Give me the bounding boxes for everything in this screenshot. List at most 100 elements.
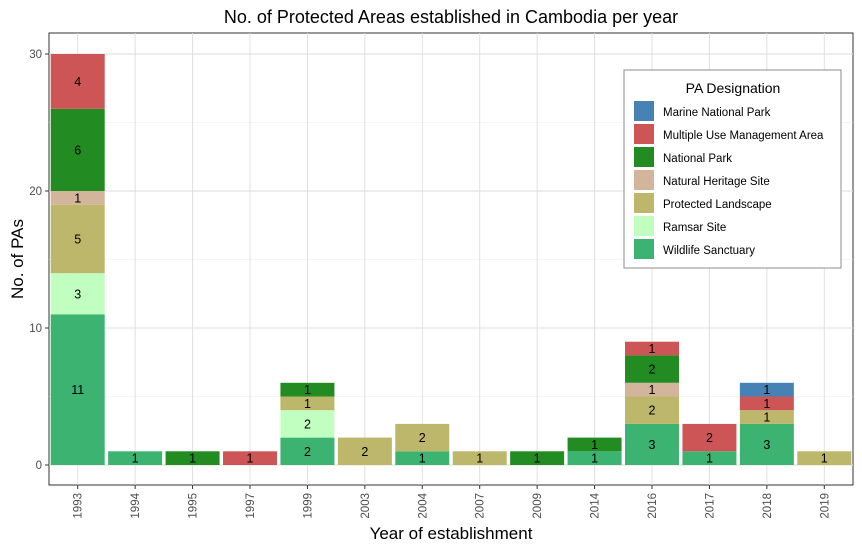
legend-label-national-park: National Park — [663, 153, 732, 165]
legend-swatch-multiple-use-management-area — [634, 124, 654, 144]
bar-segment-2004-protected-landscape — [395, 423, 450, 452]
data-label: 4 — [74, 75, 81, 89]
data-label: 2 — [361, 445, 368, 459]
data-label: 1 — [74, 191, 81, 205]
y-tick-label: 0 — [36, 460, 42, 472]
data-label: 1 — [821, 452, 828, 466]
data-label: 1 — [591, 438, 598, 452]
bar-segment-1999-ramsar-site — [280, 410, 335, 438]
bar-segment-2016-wildlife-sanctuary — [625, 423, 679, 465]
x-tick-label: 2009 — [532, 493, 544, 519]
y-tick-label: 10 — [29, 323, 42, 335]
bar-segment-1993-multiple-use-management-area — [50, 54, 105, 109]
data-label: 2 — [304, 445, 311, 459]
chart-title: No. of Protected Areas established in Ca… — [224, 7, 678, 27]
data-label: 1 — [706, 452, 713, 466]
x-tick-label: 2018 — [762, 493, 774, 519]
x-tick-label: 1993 — [73, 493, 85, 519]
legend-swatch-natural-heritage-site — [634, 170, 654, 190]
data-label: 1 — [304, 397, 311, 411]
data-label: 2 — [649, 363, 656, 377]
data-label: 3 — [74, 287, 81, 301]
y-tick-label: 20 — [29, 186, 42, 198]
data-label: 1 — [419, 452, 426, 466]
legend-swatch-protected-landscape — [634, 193, 654, 213]
bar-segment-1995-national-park — [165, 451, 220, 465]
data-label: 1 — [763, 411, 770, 425]
data-label: 1 — [132, 452, 139, 466]
bar-segment-2016-natural-heritage-site — [625, 382, 679, 397]
legend-swatch-wildlife-sanctuary — [634, 239, 654, 259]
y-tick-label: 30 — [29, 49, 42, 61]
data-label: 3 — [649, 438, 656, 452]
data-label: 1 — [476, 452, 483, 466]
legend-label-marine-national-park: Marine National Park — [663, 107, 771, 119]
x-tick-label: 1995 — [188, 493, 200, 519]
data-label: 6 — [74, 143, 81, 157]
legend-swatch-national-park — [634, 147, 654, 167]
bar-segment-1999-protected-landscape — [280, 396, 335, 411]
data-label: 11 — [71, 383, 84, 397]
bar-segment-1997-multiple-use-management-area — [223, 451, 277, 465]
bar-segment-2016-multiple-use-management-area — [625, 341, 679, 356]
data-label: 1 — [763, 383, 770, 397]
x-tick-label: 2004 — [417, 492, 429, 518]
bar-segment-2018-protected-landscape — [739, 410, 794, 424]
legend-label-protected-landscape: Protected Landscape — [663, 199, 772, 211]
x-tick-label: 2019 — [819, 493, 831, 519]
x-tick-label: 1997 — [245, 493, 257, 519]
x-tick-label: 1999 — [302, 493, 314, 519]
bar-segment-2009-national-park — [510, 451, 565, 465]
bar-segment-1999-national-park — [280, 382, 335, 397]
data-label: 5 — [74, 232, 81, 246]
bar-segment-2017-wildlife-sanctuary — [682, 451, 737, 465]
bar-segment-1993-national-park — [50, 108, 105, 191]
bar-segment-2019-protected-landscape — [797, 451, 852, 465]
data-label: 1 — [304, 383, 311, 397]
x-tick-label: 2016 — [647, 493, 659, 519]
bar-segment-2003-protected-landscape — [337, 437, 392, 465]
x-tick-label: 2017 — [704, 493, 716, 519]
data-label: 2 — [706, 431, 713, 445]
data-label: 1 — [247, 452, 254, 466]
bar-segment-2016-national-park — [625, 355, 679, 383]
bar-segment-2007-protected-landscape — [452, 451, 507, 465]
legend-label-natural-heritage-site: Natural Heritage Site — [663, 176, 770, 188]
bar-segment-2017-multiple-use-management-area — [682, 423, 737, 452]
legend-label-wildlife-sanctuary: Wildlife Sanctuary — [663, 245, 755, 257]
bar-segment-2018-multiple-use-management-area — [739, 396, 794, 411]
legend-swatch-marine-national-park — [634, 101, 654, 121]
legend-label-ramsar-site: Ramsar Site — [663, 222, 726, 234]
legend-swatch-ramsar-site — [634, 216, 654, 236]
data-label: 2 — [649, 404, 656, 418]
bar-segment-1999-wildlife-sanctuary — [280, 437, 335, 465]
legend: PA Designation Marine National Park Multi… — [623, 69, 842, 269]
x-tick-label: 2014 — [590, 492, 602, 518]
data-label: 2 — [304, 417, 311, 431]
legend-box — [623, 69, 842, 269]
data-label: 1 — [534, 452, 541, 466]
y-axis-title: No. of PAs — [8, 219, 27, 299]
bar-segment-2016-protected-landscape — [625, 396, 679, 424]
bar-segment-2014-national-park — [567, 437, 622, 452]
bar-segment-1994-wildlife-sanctuary — [108, 451, 163, 465]
legend-label-multiple-use-management-area: Multiple Use Management Area — [663, 130, 824, 142]
x-tick-label: 2003 — [360, 493, 372, 519]
data-label: 3 — [763, 438, 770, 452]
bar-segment-1993-ramsar-site — [50, 273, 105, 315]
data-label: 2 — [419, 431, 426, 445]
data-label: 1 — [649, 342, 656, 356]
data-label: 1 — [763, 397, 770, 411]
data-label: 1 — [591, 452, 598, 466]
data-label: 1 — [649, 383, 656, 397]
bar-segment-2018-wildlife-sanctuary — [739, 423, 794, 465]
data-label: 1 — [189, 452, 196, 466]
legend-title: PA Designation — [686, 80, 781, 96]
x-tick-label: 2007 — [475, 493, 487, 519]
bar-segment-2004-wildlife-sanctuary — [395, 451, 450, 465]
bar-segment-2014-wildlife-sanctuary — [567, 451, 622, 465]
bar-segment-1993-natural-heritage-site — [50, 191, 105, 205]
bar-segment-2018-marine-national-park — [739, 382, 794, 397]
